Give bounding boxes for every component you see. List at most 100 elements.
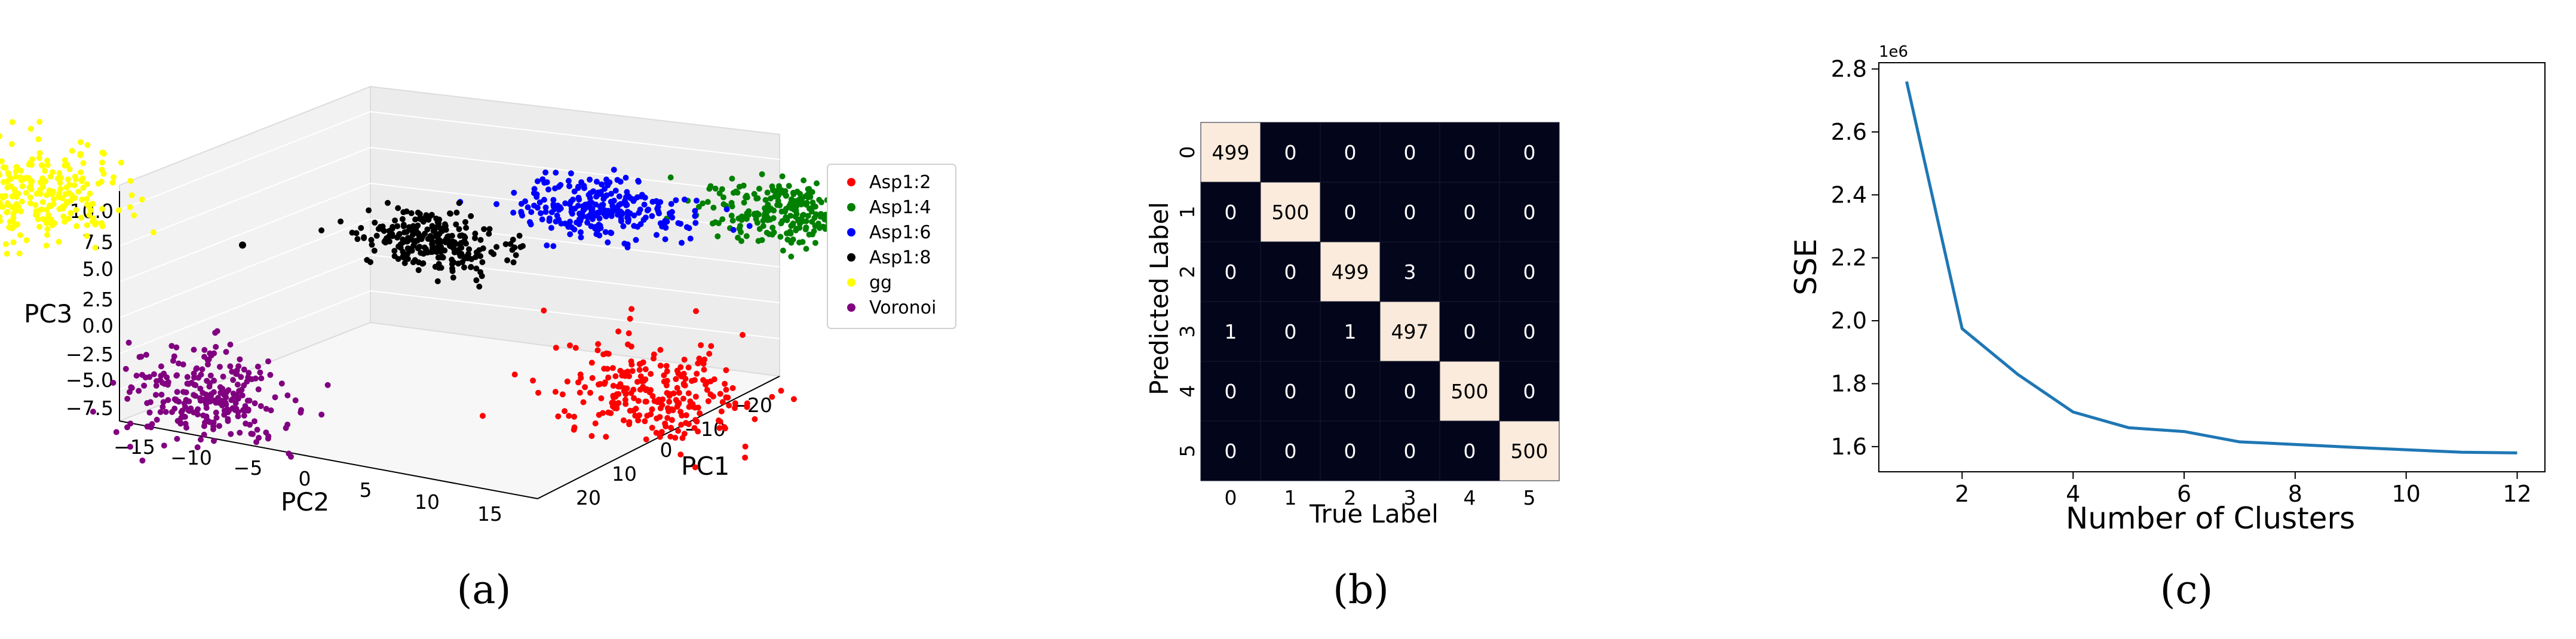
scatter-point [197, 385, 204, 392]
scatter-point [413, 229, 419, 236]
scatter-point [124, 395, 131, 402]
scatter-point [486, 231, 492, 237]
scatter-point [205, 361, 211, 368]
pc2-tick-label: 0 [299, 467, 311, 490]
z-tick-label: −7.5 [66, 397, 114, 420]
scatter-point [80, 160, 87, 167]
scatter-point [404, 256, 411, 262]
scatter-point [611, 167, 617, 173]
scatter-point [403, 229, 410, 235]
scatter-point [71, 182, 78, 189]
scatter-point [138, 354, 145, 360]
scatter-point [595, 341, 602, 348]
scatter-point [473, 265, 480, 272]
scatter-point [441, 221, 448, 228]
scatter-point [241, 413, 247, 419]
heatmap-cell [1499, 420, 1560, 481]
scatter-point [633, 236, 639, 243]
scatter-point [661, 372, 667, 379]
scatter-point [782, 188, 789, 194]
scatter-point [655, 397, 662, 403]
cell-value-label: 0 [1523, 320, 1536, 343]
y-offset-label: 1e6 [1879, 43, 1908, 61]
scatter-point [263, 429, 269, 436]
pc1-tick-label: 20 [576, 486, 601, 509]
scatter-point [429, 223, 436, 229]
scatter-point [99, 159, 105, 166]
scatter-point [628, 343, 634, 350]
scatter-point [128, 192, 135, 198]
scatter-point [16, 204, 22, 210]
scatter-point [753, 195, 760, 202]
scatter-point [468, 264, 474, 271]
heatmap-cell [1379, 361, 1440, 422]
cell-value-label: 0 [1225, 201, 1237, 224]
scatter-point [769, 225, 776, 231]
scatter-point [392, 217, 398, 224]
scatter-point [502, 241, 509, 247]
pc2-axis-line [119, 420, 538, 499]
scatter-point [558, 220, 565, 227]
scatter-point [692, 464, 698, 471]
scatter-point [525, 204, 531, 211]
scatter-point [153, 382, 160, 389]
scatter-point [477, 253, 484, 259]
cell-value-label: 0 [1523, 141, 1536, 164]
scatter-point [5, 171, 12, 178]
scatter-point [400, 209, 407, 216]
heatmap-cell [1260, 361, 1321, 422]
legend-marker [847, 228, 855, 236]
scatter-point [139, 457, 146, 464]
scatter-point [788, 253, 795, 260]
scatter-point [754, 210, 760, 217]
scatter-point [33, 191, 40, 197]
scatter-point [95, 180, 102, 187]
scatter-point [729, 203, 735, 210]
scatter-point [171, 353, 177, 360]
scatter-point [228, 431, 234, 437]
scatter-point [681, 357, 688, 363]
scatter-point [621, 417, 627, 423]
scatter-point [361, 235, 367, 241]
scatter-point [598, 395, 605, 401]
scatter-point [615, 328, 622, 334]
scatter-point [704, 199, 711, 205]
scatter-point [373, 232, 380, 239]
scatter-point [68, 210, 74, 216]
scatter-point [165, 397, 171, 403]
scatter-point [720, 194, 726, 201]
scatter-point [691, 425, 698, 431]
scatter-point [608, 230, 615, 236]
scatter-point [566, 183, 572, 189]
scatter-point [0, 172, 2, 178]
pc2-axis-ticks: −15 −10 −5 0 5 10 15 [114, 435, 502, 526]
scatter-point [127, 444, 133, 450]
scatter-point [513, 252, 519, 259]
scatter-point [110, 380, 116, 386]
scatter-point [623, 202, 630, 208]
heatmap-cell [1439, 301, 1500, 362]
y-tick-label: 5 [1176, 445, 1199, 457]
scatter-point [0, 204, 5, 210]
scatter-point [99, 149, 106, 156]
y-axis-label: SSE [1789, 238, 1823, 295]
scatter-point [627, 407, 633, 414]
scatter-point [664, 368, 670, 374]
scatter-point [516, 232, 523, 239]
panel-c-caption: (c) [2160, 567, 2213, 613]
scatter-point [168, 343, 175, 349]
scatter-point [634, 379, 640, 385]
scatter-point [622, 391, 629, 397]
scatter-point [39, 199, 46, 205]
scatter-point [642, 366, 649, 373]
scatter-point [32, 202, 39, 208]
scatter-point [719, 399, 726, 405]
scatter-point [620, 223, 627, 229]
scatter-point [84, 142, 91, 148]
cell-value-label: 0 [1404, 440, 1416, 463]
heatmap-cell [1320, 361, 1381, 422]
legend-box [827, 164, 956, 329]
scatter-point [36, 119, 43, 125]
scatter-point [263, 405, 269, 412]
heatmap-cell [1499, 301, 1560, 362]
